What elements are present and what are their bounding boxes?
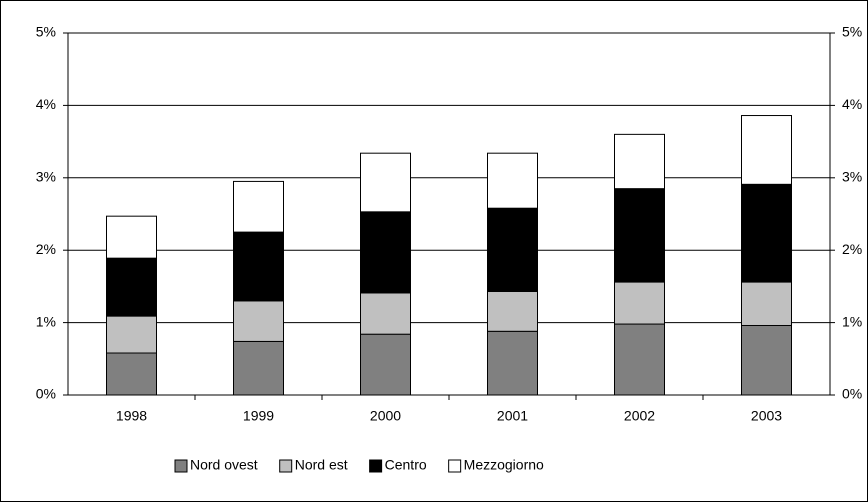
y2-tick-label: 0% <box>842 386 862 402</box>
x-tick-label: 2002 <box>624 408 655 424</box>
y-tick-label: 3% <box>36 169 56 185</box>
legend-swatch <box>369 459 383 473</box>
legend-swatch <box>448 459 462 473</box>
y-tick-label: 1% <box>36 313 56 329</box>
y-tick-label: 0% <box>36 386 56 402</box>
bar-segment <box>233 180 284 233</box>
y-tick-label: 5% <box>36 24 56 40</box>
y2-tick-label: 2% <box>842 241 862 257</box>
bar-segment <box>741 324 792 396</box>
x-tick-label: 2000 <box>370 408 401 424</box>
bar-segment <box>360 211 411 294</box>
bar-segment <box>614 133 665 190</box>
bar-segment <box>233 340 284 396</box>
x-tick-label: 2001 <box>497 408 528 424</box>
y2-tick-label: 5% <box>842 24 862 40</box>
bar-segment <box>741 183 792 283</box>
bar-segment <box>233 300 284 342</box>
legend-label: Mezzogiorno <box>464 457 544 473</box>
bar-segment <box>106 257 157 317</box>
bar-segment <box>360 152 411 213</box>
y2-tick-label: 3% <box>842 169 862 185</box>
bar-segment <box>487 330 538 396</box>
y-tick-label: 2% <box>36 241 56 257</box>
bar-segment <box>233 231 284 302</box>
legend-label: Centro <box>385 457 427 473</box>
y2-tick-label: 1% <box>842 313 862 329</box>
bar-segment <box>741 115 792 185</box>
x-tick-label: 2003 <box>751 408 782 424</box>
bar-segment <box>106 315 157 354</box>
legend-swatch <box>279 459 293 473</box>
plot-area <box>68 33 830 395</box>
bar-segment <box>360 333 411 396</box>
bar-segment <box>106 215 157 259</box>
legend-label: Nord est <box>295 457 348 473</box>
y2-tick-label: 4% <box>842 96 862 112</box>
bar-segment <box>487 290 538 332</box>
bar-segment <box>487 152 538 209</box>
bar-segment <box>741 281 792 326</box>
bar-segment <box>487 207 538 292</box>
y-tick-label: 4% <box>36 96 56 112</box>
x-tick-label: 1998 <box>116 408 147 424</box>
bar-segment <box>614 188 665 283</box>
legend-label: Nord ovest <box>190 457 258 473</box>
legend-swatch <box>174 459 188 473</box>
bar-segment <box>614 281 665 325</box>
bar-segment <box>106 352 157 396</box>
x-tick-label: 1999 <box>243 408 274 424</box>
bar-segment <box>614 323 665 396</box>
bar-segment <box>360 292 411 335</box>
